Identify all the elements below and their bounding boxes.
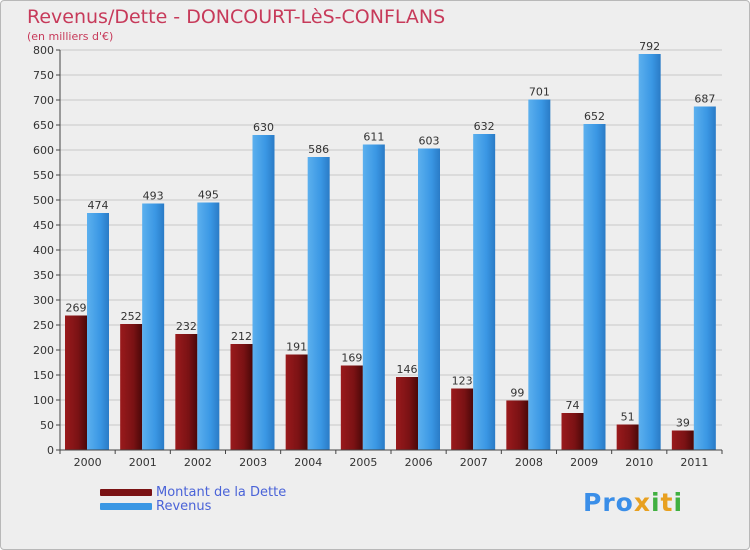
bar-revenus <box>693 106 716 450</box>
data-label: 191 <box>286 341 307 354</box>
bar-dette <box>506 400 529 450</box>
x-tick-label: 2000 <box>74 456 102 469</box>
y-tick-label: 750 <box>33 69 54 82</box>
x-tick-label: 2011 <box>680 456 708 469</box>
y-tick-label: 350 <box>33 269 54 282</box>
bar-revenus <box>528 99 551 450</box>
x-tick-label: 2004 <box>294 456 322 469</box>
bar-revenus <box>307 157 330 450</box>
data-label: 232 <box>176 320 197 333</box>
y-tick-label: 700 <box>33 94 54 107</box>
y-tick-label: 300 <box>33 294 54 307</box>
bar-dette <box>120 324 143 450</box>
y-tick-label: 250 <box>33 319 54 332</box>
data-label: 474 <box>88 199 109 212</box>
bar-revenus <box>362 144 385 450</box>
data-label: 495 <box>198 189 219 202</box>
x-tick-label: 2002 <box>184 456 212 469</box>
x-tick-label: 2001 <box>129 456 157 469</box>
bar-dette <box>616 424 639 450</box>
x-tick-label: 2010 <box>625 456 653 469</box>
bar-revenus <box>418 148 440 450</box>
data-label: 632 <box>474 120 495 133</box>
legend-swatch-revenus <box>100 503 152 510</box>
bar-dette <box>285 354 308 450</box>
bar-dette <box>175 334 198 450</box>
data-label: 269 <box>66 302 87 315</box>
data-label: 493 <box>143 190 164 203</box>
proxiti-logo: Proxiti <box>583 488 684 517</box>
y-tick-label: 150 <box>33 369 54 382</box>
data-label: 792 <box>639 40 660 53</box>
data-label: 212 <box>231 330 252 343</box>
bar-revenus <box>87 213 109 450</box>
legend-swatch-dette <box>100 489 152 496</box>
data-label: 687 <box>694 93 715 106</box>
bar-revenus <box>142 203 165 450</box>
y-tick-label: 650 <box>33 119 54 132</box>
bar-revenus <box>583 124 606 450</box>
x-tick-label: 2009 <box>570 456 598 469</box>
chart-subtitle: (en milliers d'€) <box>27 30 114 43</box>
y-tick-label: 400 <box>33 244 54 257</box>
legend-label-revenus: Revenus <box>156 499 212 514</box>
data-label: 51 <box>621 411 635 424</box>
y-tick-label: 450 <box>33 219 54 232</box>
data-label: 99 <box>510 387 524 400</box>
bar-dette <box>671 430 694 450</box>
data-label: 74 <box>566 399 580 412</box>
data-label: 252 <box>121 310 142 323</box>
data-label: 39 <box>676 417 690 430</box>
y-tick-label: 0 <box>47 444 54 457</box>
data-label: 169 <box>341 352 362 365</box>
y-tick-label: 600 <box>33 144 54 157</box>
bar-dette <box>230 344 253 450</box>
legend-label-dette: Montant de la Dette <box>156 485 287 500</box>
chart-title: Revenus/Dette - DONCOURT-LèS-CONFLANS <box>27 6 446 28</box>
x-tick-label: 2003 <box>239 456 267 469</box>
y-tick-label: 100 <box>33 394 54 407</box>
data-label: 652 <box>584 110 605 123</box>
bar-dette <box>396 377 418 450</box>
bar-revenus <box>197 202 220 450</box>
y-tick-label: 500 <box>33 194 54 207</box>
bar-revenus <box>252 135 275 450</box>
data-label: 123 <box>452 375 473 388</box>
data-label: 586 <box>308 143 329 156</box>
bar-dette <box>340 365 363 450</box>
bar-dette <box>451 388 474 450</box>
data-label: 630 <box>253 121 274 134</box>
data-label: 611 <box>363 131 384 144</box>
bar-revenus <box>638 54 661 450</box>
y-tick-label: 200 <box>33 344 54 357</box>
x-tick-label: 2006 <box>405 456 433 469</box>
y-tick-label: 800 <box>33 44 54 57</box>
bar-revenus <box>473 134 496 450</box>
y-tick-label: 550 <box>33 169 54 182</box>
y-tick-label: 50 <box>40 419 54 432</box>
data-label: 146 <box>397 363 418 376</box>
data-label: 603 <box>419 135 440 148</box>
x-tick-label: 2007 <box>460 456 488 469</box>
bar-dette <box>65 315 87 450</box>
bar-dette <box>561 413 584 450</box>
data-label: 701 <box>529 86 550 99</box>
x-tick-label: 2005 <box>349 456 377 469</box>
x-tick-label: 2008 <box>515 456 543 469</box>
